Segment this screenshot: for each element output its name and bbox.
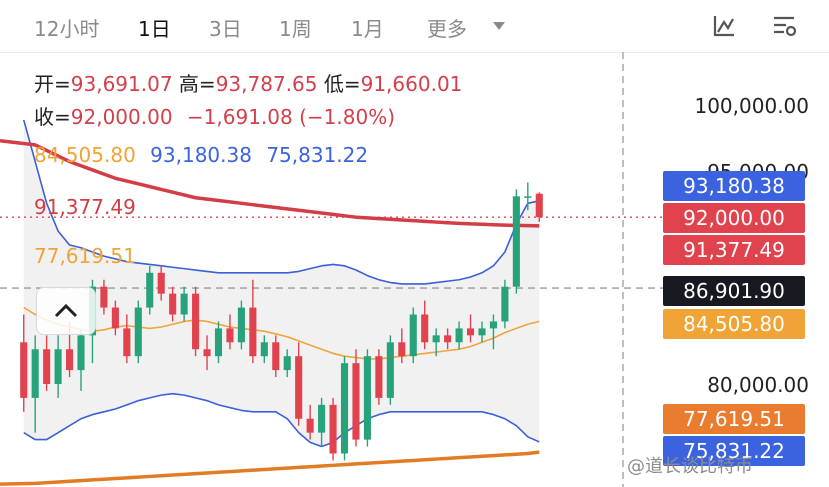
candle-body: [100, 286, 108, 308]
y-tick-80000: 80,000.00: [707, 373, 809, 397]
ma-value-1: 84,505.80: [34, 143, 136, 167]
tab-1w[interactable]: 1周: [279, 17, 312, 41]
chevron-down-icon[interactable]: [493, 22, 505, 30]
candle-body: [203, 349, 211, 357]
price-tag-ma-mid: 84,505.80: [663, 309, 805, 339]
ma-mid-label: 77,619.51: [34, 244, 136, 268]
ma-value-2: 93,180.38: [150, 143, 252, 167]
candle-body: [260, 342, 268, 357]
candle-body: [512, 196, 520, 287]
candle-body: [455, 328, 463, 343]
candle-body: [340, 363, 349, 454]
ohlc-row-1: 开=93,691.07 高=93,787.65 低=91,660.01: [34, 68, 462, 97]
candle-body: [146, 272, 154, 308]
candle-body: [444, 335, 452, 343]
open-value: 93,691.07: [70, 72, 173, 96]
bollinger-lower-line: [23, 392, 540, 448]
indicator-icon[interactable]: [710, 12, 738, 40]
close-value: 92,000.00: [70, 105, 173, 129]
candle-body: [43, 349, 51, 384]
candle-body: [123, 328, 131, 357]
candle-body: [169, 293, 177, 315]
candle-body: [134, 307, 142, 357]
ma-slow-line: [0, 139, 540, 228]
candle-body: [386, 342, 394, 398]
candle-body: [20, 342, 28, 398]
candle-body: [180, 293, 188, 315]
candle-body: [318, 404, 326, 433]
timeframe-bar: 12小时 1日 3日 1周 1月 更多: [0, 0, 829, 53]
candle-body: [226, 328, 234, 343]
candle-body: [192, 293, 200, 350]
ohlc-row-2: 收=92,000.00 −1,691.08 (−1.80%): [34, 101, 395, 130]
candle-body: [283, 356, 291, 371]
candle-body: [272, 342, 280, 371]
tab-1m[interactable]: 1月: [351, 17, 384, 41]
candle-body: [489, 321, 497, 329]
candle-body: [398, 342, 406, 357]
candle-body: [466, 328, 475, 336]
candle-body: [363, 356, 371, 440]
candle-body: [432, 335, 440, 343]
low-value: 91,660.01: [360, 72, 463, 96]
candle-body: [524, 196, 532, 198]
collapse-button[interactable]: [36, 287, 96, 335]
candle-body: [214, 328, 223, 357]
bollinger-band-fill: [23, 119, 540, 447]
candle-body: [375, 356, 383, 398]
high-value: 93,787.65: [215, 72, 318, 96]
candle-body: [478, 328, 486, 336]
candle-body: [157, 272, 165, 294]
ma-mid-line: [23, 306, 540, 360]
candle-body: [409, 314, 417, 357]
candle-body: [352, 363, 360, 440]
candle-body: [237, 307, 245, 343]
ma-long-line: [0, 450, 540, 486]
low-label: 低=: [323, 72, 361, 96]
price-tag-last: 92,000.00: [663, 203, 805, 233]
candle-body: [501, 286, 509, 322]
candle-body: [421, 314, 429, 343]
price-tag-band-upper: 93,180.38: [663, 171, 805, 201]
tab-3d[interactable]: 3日: [209, 17, 242, 41]
candle-body: [295, 356, 303, 419]
open-label: 开=: [34, 72, 71, 96]
chevron-up-icon: [54, 303, 78, 318]
candle-body: [54, 349, 62, 384]
change-value: −1,691.08 (−1.80%): [186, 105, 395, 129]
price-tag-ma-slow: 91,377.49: [663, 235, 805, 265]
candle-body: [306, 418, 314, 433]
close-label: 收=: [34, 105, 71, 129]
ma-value-3: 75,831.22: [266, 143, 369, 167]
ma-legend: 84,505.80 93,180.38 75,831.22: [34, 143, 376, 167]
tab-12h[interactable]: 12小时: [34, 17, 100, 41]
y-tick-100000: 100,000.00: [694, 94, 809, 118]
price-tag-band-lower: 75,831.22: [663, 436, 805, 466]
tab-more[interactable]: 更多: [427, 17, 467, 41]
price-tag-ma-long: 77,619.51: [663, 404, 805, 434]
high-label: 高=: [178, 72, 216, 96]
candle-body: [249, 307, 257, 357]
settings-icon[interactable]: [770, 12, 798, 40]
watermark: @道长谈比特币: [627, 456, 753, 477]
candle-body: [535, 193, 543, 218]
candle-body: [66, 349, 74, 371]
price-tag-crosshair: 86,901.90: [663, 276, 805, 306]
tab-1d[interactable]: 1日: [138, 17, 171, 41]
bollinger-upper-line: [22, 119, 540, 285]
ma-slow-label: 91,377.49: [34, 195, 136, 219]
candle-body: [329, 404, 337, 454]
candle-body: [77, 335, 85, 371]
candle-body: [111, 307, 119, 329]
candle-body: [31, 349, 39, 398]
